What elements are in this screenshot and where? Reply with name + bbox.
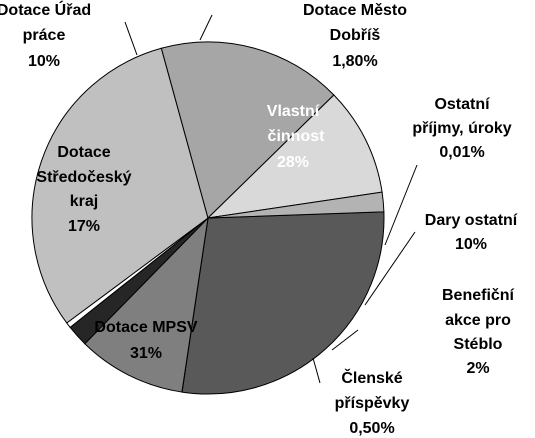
leader-lines: [124, 14, 418, 384]
leader-line: [331, 329, 359, 351]
slice-value-label: 10%: [455, 236, 487, 253]
leader-line: [199, 14, 213, 41]
slice-label: Dotace Úřad práce: [0, 0, 91, 44]
slice-label: Dary ostatní: [425, 212, 518, 229]
slice-value-label: 31%: [130, 345, 162, 362]
slice-value-label: 0,01%: [439, 144, 484, 161]
pie-slice: [207, 191, 385, 219]
slice-value-label: 1,80%: [332, 53, 377, 70]
slice-label: Benefiční akce pro Stéblo: [442, 287, 515, 353]
slice-label: Dotace MPSV: [94, 319, 197, 336]
slice-label: Členské příspěvky: [335, 368, 410, 412]
pie-slice: [160, 41, 335, 219]
pie-slice: [84, 216, 209, 393]
slice-value-label: 17%: [68, 218, 100, 235]
slice-value-label: 2%: [466, 360, 489, 377]
slice-label: Dotace Středočeský kraj: [36, 144, 131, 210]
slice-value-label: 10%: [28, 53, 60, 70]
slice-labels: Vlastní činnost 28% Ostatní příjmy, úroky 0,0…: [0, 0, 518, 437]
slice-value-label: 28%: [277, 154, 309, 171]
leader-line: [312, 357, 321, 384]
leader-line: [124, 21, 138, 56]
leader-line: [364, 231, 416, 306]
slice-label: Vlastní činnost: [267, 103, 325, 145]
pie-slices: [31, 41, 385, 395]
slice-label: Ostatní příjmy, úroky: [412, 96, 511, 137]
slice-label: Dotace Město Dobříš: [303, 2, 407, 44]
slice-value-label: 0,50%: [349, 420, 394, 437]
leader-line: [384, 164, 418, 246]
pie-slice: [31, 47, 209, 324]
pie-slice: [206, 94, 383, 219]
pie-slice: [181, 211, 385, 395]
